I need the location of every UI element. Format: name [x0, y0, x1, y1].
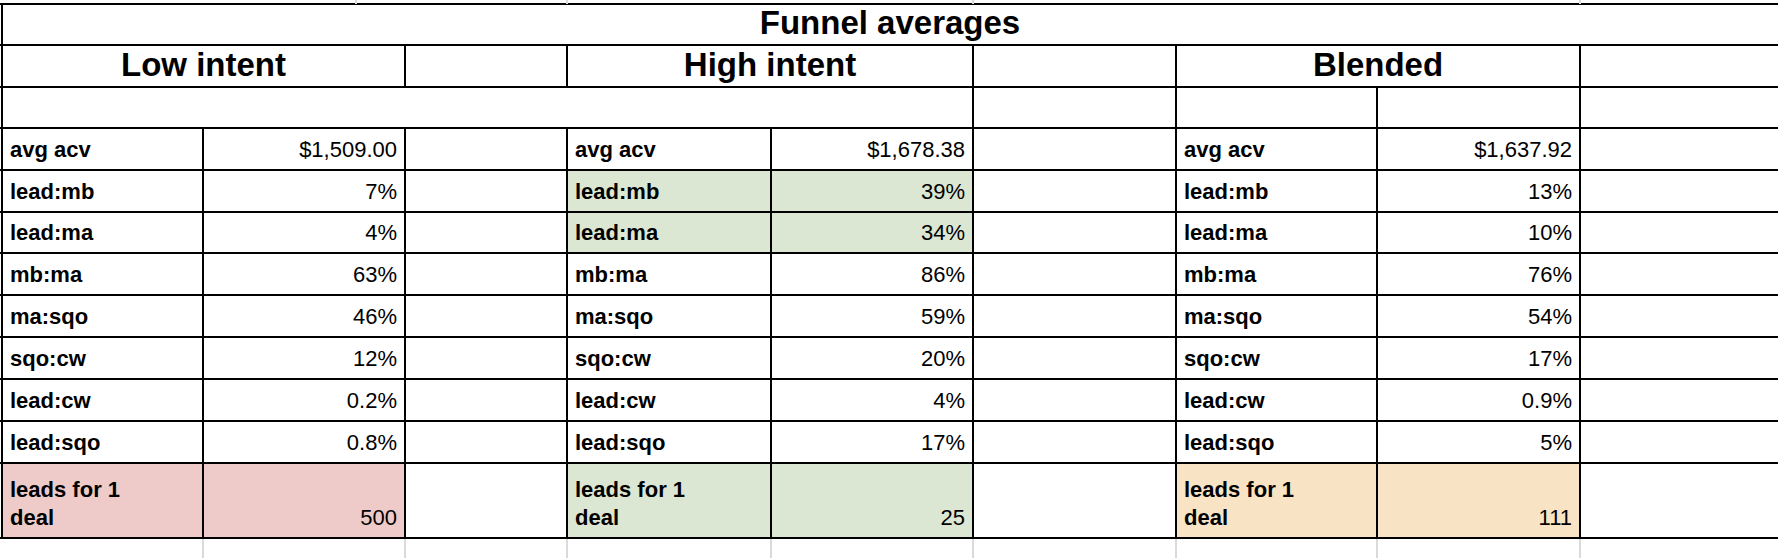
cell-label-blended[interactable]: sqo:cw	[1176, 337, 1377, 379]
grid-border-vertical	[404, 128, 406, 538]
cell-label-blended[interactable]: mb:ma	[1176, 253, 1377, 295]
cell-value-high-intent[interactable]: 4%	[771, 379, 973, 421]
grid-border-vertical	[404, 45, 406, 87]
grid-border-horizontal	[0, 44, 1778, 46]
cell-value-high-intent[interactable]: 59%	[771, 295, 973, 337]
section-header-blended[interactable]: Blended	[1176, 45, 1580, 87]
grid-border-horizontal	[0, 127, 1778, 129]
cell-value-low-intent[interactable]: 63%	[203, 253, 405, 295]
cell-value-high-intent[interactable]: $1,678.38	[771, 128, 973, 170]
cell-label-blended[interactable]: ma:sqo	[1176, 295, 1377, 337]
cell-value-high-intent[interactable]: 25	[771, 463, 973, 538]
cell-label-blended[interactable]: lead:mb	[1176, 170, 1377, 212]
cell-value-high-intent[interactable]: 20%	[771, 337, 973, 379]
faint-gridline	[1579, 539, 1581, 558]
cell-value-blended[interactable]: 5%	[1377, 421, 1580, 463]
faint-gridline	[355, 0, 357, 4]
faint-gridline	[972, 539, 974, 558]
grid-border-vertical	[972, 45, 974, 538]
cell-value-blended[interactable]: $1,637.92	[1377, 128, 1580, 170]
grid-border-vertical	[202, 128, 204, 538]
grid-border-horizontal	[0, 3, 1778, 5]
cell-value-low-intent[interactable]: 0.2%	[203, 379, 405, 421]
cell-label-low-intent[interactable]: lead:sqo	[2, 421, 203, 463]
cell-value-blended[interactable]: 0.9%	[1377, 379, 1580, 421]
cell-label-high-intent[interactable]: lead:ma	[567, 212, 771, 253]
cell-value-low-intent[interactable]: 4%	[203, 212, 405, 253]
grid-border-horizontal	[0, 462, 1778, 464]
grid-border-vertical	[1579, 45, 1581, 538]
cell-label-high-intent[interactable]: lead:mb	[567, 170, 771, 212]
grid-border-horizontal	[0, 86, 1778, 88]
title-cell[interactable]: Funnel averages	[2, 4, 1778, 45]
cell-label-blended[interactable]: lead:sqo	[1176, 421, 1377, 463]
cell-label-high-intent[interactable]: sqo:cw	[567, 337, 771, 379]
cell-label-high-intent[interactable]: ma:sqo	[567, 295, 771, 337]
cell-label-high-intent[interactable]: leads for 1 deal	[567, 463, 771, 538]
cell-value-low-intent[interactable]: 500	[203, 463, 405, 538]
grid-border-horizontal	[0, 294, 1778, 296]
cell-value-low-intent[interactable]: 12%	[203, 337, 405, 379]
grid-border-vertical	[1376, 87, 1378, 538]
cell-value-low-intent[interactable]: $1,509.00	[203, 128, 405, 170]
cell-value-low-intent[interactable]: 7%	[203, 170, 405, 212]
grid-border-horizontal	[0, 336, 1778, 338]
faint-gridline	[404, 539, 406, 558]
faint-gridline	[770, 539, 772, 558]
cell-label-blended[interactable]: lead:cw	[1176, 379, 1377, 421]
grid-border-vertical	[566, 45, 568, 87]
faint-gridline	[972, 0, 974, 4]
cell-label-low-intent[interactable]: ma:sqo	[2, 295, 203, 337]
grid-border-vertical	[1175, 45, 1177, 538]
faint-gridline	[1579, 0, 1581, 4]
grid-border-vertical	[1, 4, 3, 538]
cell-value-blended[interactable]: 76%	[1377, 253, 1580, 295]
cell-label-high-intent[interactable]: avg acv	[567, 128, 771, 170]
cell-label-low-intent[interactable]: mb:ma	[2, 253, 203, 295]
cell-value-low-intent[interactable]: 46%	[203, 295, 405, 337]
grid-border-horizontal	[0, 378, 1778, 380]
cell-label-low-intent[interactable]: lead:mb	[2, 170, 203, 212]
faint-gridline	[1376, 539, 1378, 558]
faint-gridline	[566, 539, 568, 558]
grid-border-horizontal	[0, 252, 1778, 254]
cell-label-low-intent[interactable]: avg acv	[2, 128, 203, 170]
cell-label-high-intent[interactable]: mb:ma	[567, 253, 771, 295]
cell-value-blended[interactable]: 54%	[1377, 295, 1580, 337]
spreadsheet: Funnel averagesLow intent High intent Blen…	[0, 0, 1778, 558]
grid-border-horizontal	[0, 169, 1778, 171]
cell-label-low-intent[interactable]: leads for 1 deal	[2, 463, 203, 538]
cell-value-high-intent[interactable]: 86%	[771, 253, 973, 295]
grid-border-horizontal	[0, 537, 1778, 539]
grid-border-vertical	[770, 128, 772, 538]
cell-label-low-intent[interactable]: sqo:cw	[2, 337, 203, 379]
grid-border-horizontal	[0, 420, 1778, 422]
section-header-high-intent[interactable]: High intent	[567, 45, 973, 87]
section-header-low-intent[interactable]: Low intent	[2, 45, 405, 87]
cell-value-blended[interactable]: 10%	[1377, 212, 1580, 253]
cell-label-blended[interactable]: avg acv	[1176, 128, 1377, 170]
cell-value-low-intent[interactable]: 0.8%	[203, 421, 405, 463]
grid-border-vertical	[566, 128, 568, 538]
cell-label-blended[interactable]: lead:ma	[1176, 212, 1377, 253]
cell-value-high-intent[interactable]: 39%	[771, 170, 973, 212]
cell-value-high-intent[interactable]: 34%	[771, 212, 973, 253]
cell-label-low-intent[interactable]: lead:cw	[2, 379, 203, 421]
cell-label-high-intent[interactable]: lead:sqo	[567, 421, 771, 463]
cell-value-high-intent[interactable]: 17%	[771, 421, 973, 463]
cell-label-blended[interactable]: leads for 1 deal	[1176, 463, 1377, 538]
cell-label-high-intent[interactable]: lead:cw	[567, 379, 771, 421]
faint-gridline	[566, 0, 568, 4]
cell-label-low-intent[interactable]: lead:ma	[2, 212, 203, 253]
grid-border-horizontal	[0, 211, 1778, 213]
cell-value-blended[interactable]: 13%	[1377, 170, 1580, 212]
cell-value-blended[interactable]: 17%	[1377, 337, 1580, 379]
cell-value-blended[interactable]: 111	[1377, 463, 1580, 538]
faint-gridline	[202, 539, 204, 558]
faint-gridline	[1175, 539, 1177, 558]
